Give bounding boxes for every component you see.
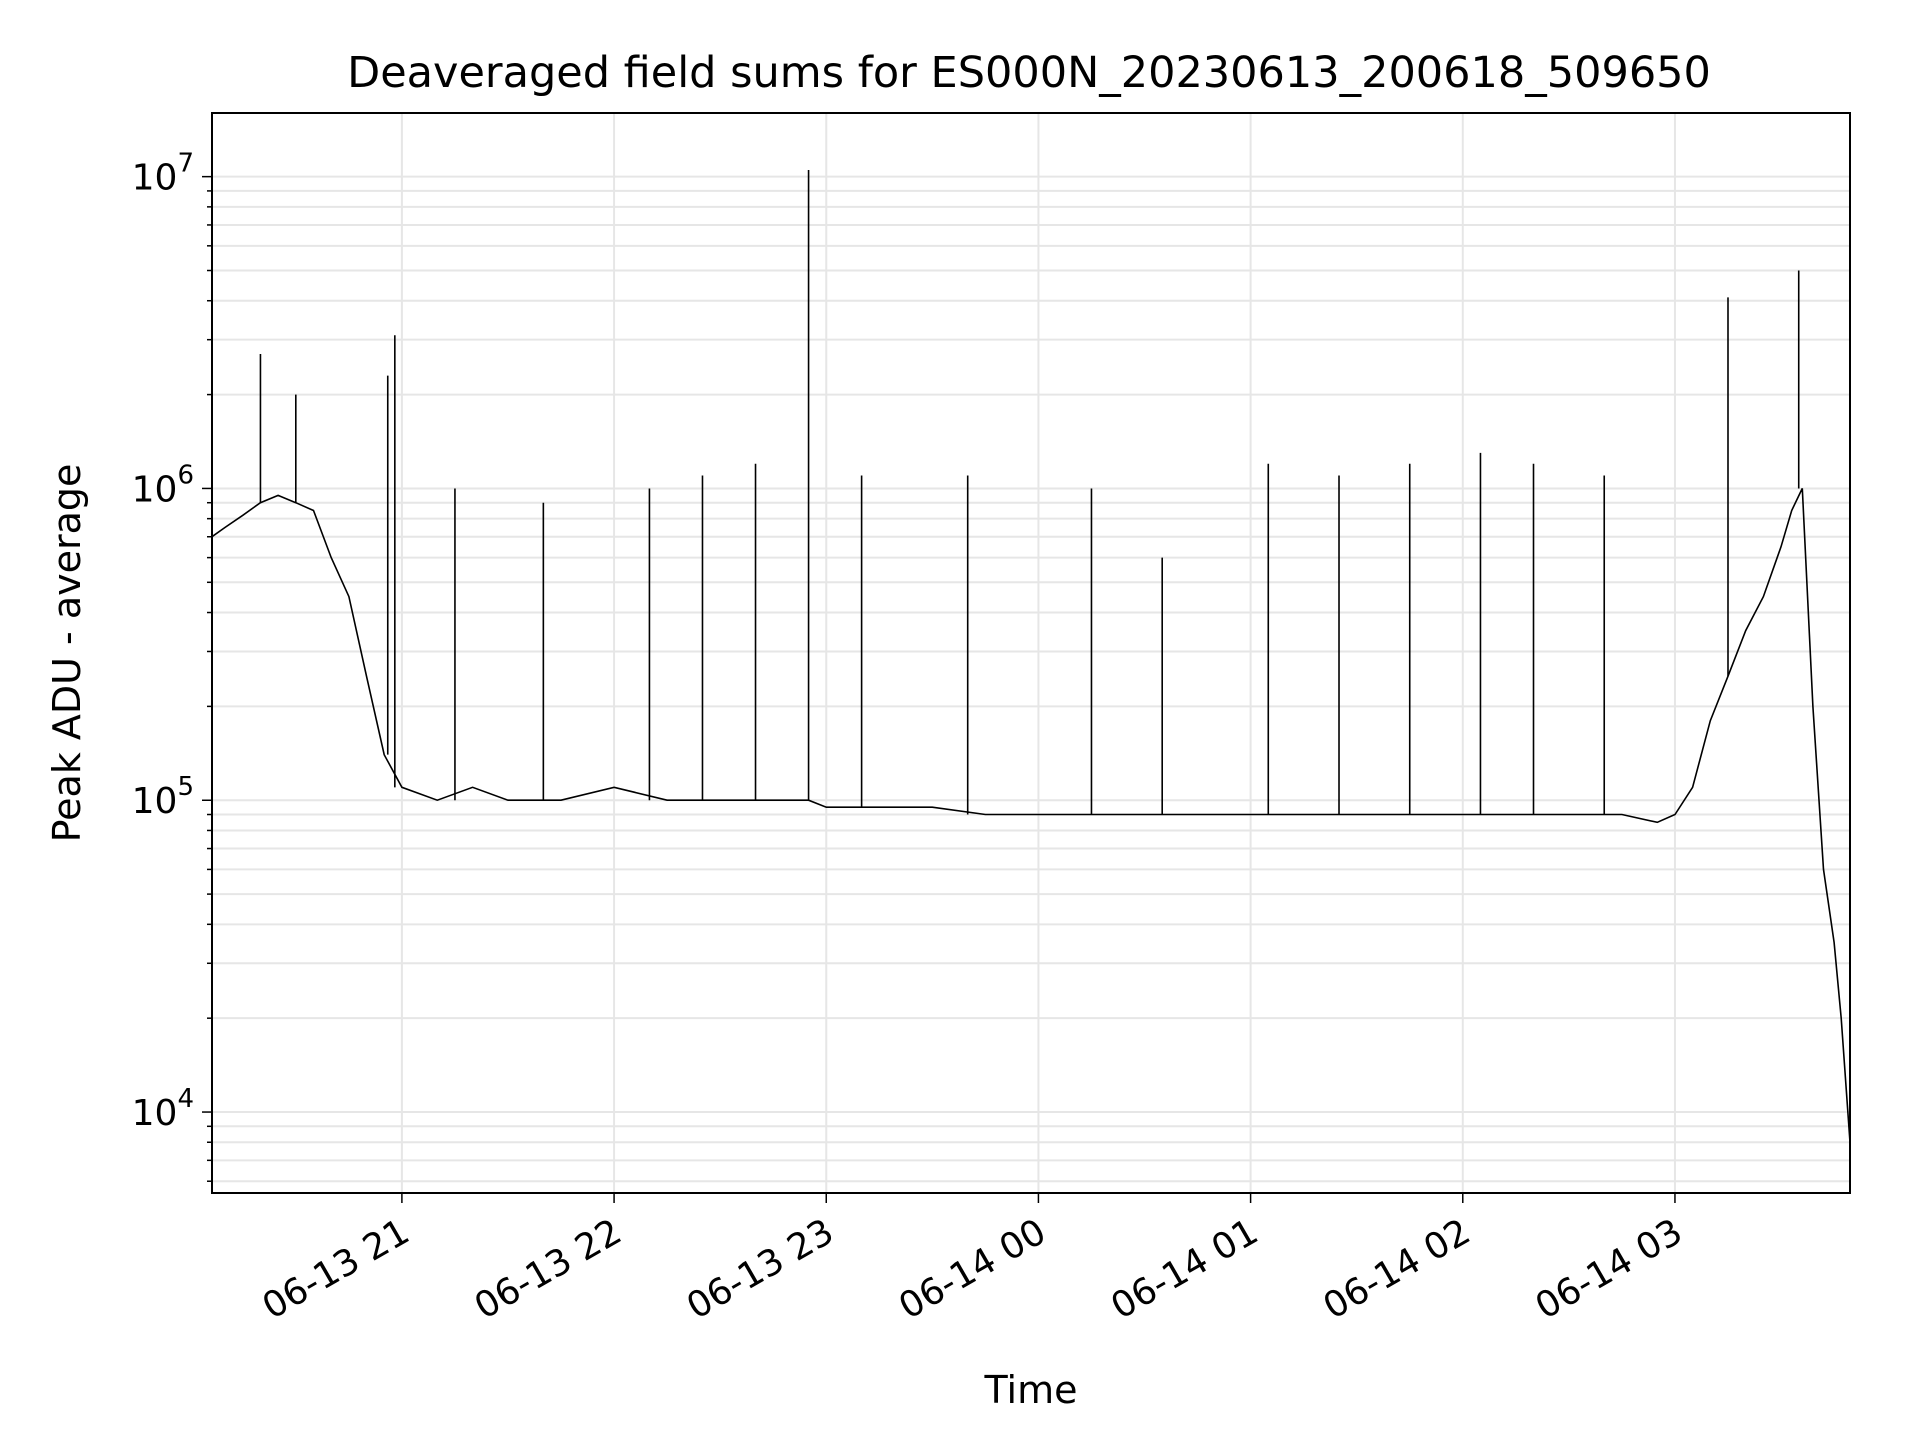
plot-frame	[211, 112, 1851, 1194]
y-tick-base: 10	[132, 158, 178, 199]
y-tick-exponent: 6	[177, 460, 194, 490]
y-tick-exponent: 5	[177, 772, 194, 802]
y-tick-exponent: 7	[177, 149, 194, 179]
y-axis-label: Peak ADU - average	[45, 464, 89, 843]
chart-title: Deaveraged field sums for ES000N_2023061…	[347, 48, 1711, 98]
y-tick-base: 10	[132, 1093, 178, 1134]
y-tick-exponent: 4	[177, 1084, 194, 1114]
series-line	[211, 488, 1851, 1143]
x-axis-label: Time	[984, 1368, 1078, 1412]
y-tick-base: 10	[132, 469, 178, 510]
y-tick-label: 105	[132, 772, 194, 822]
y-tick-label: 107	[132, 149, 194, 199]
y-tick-label: 106	[132, 460, 194, 510]
y-tick-label: 104	[132, 1084, 194, 1134]
data-series	[211, 170, 1851, 1143]
y-tick-base: 10	[132, 781, 178, 822]
